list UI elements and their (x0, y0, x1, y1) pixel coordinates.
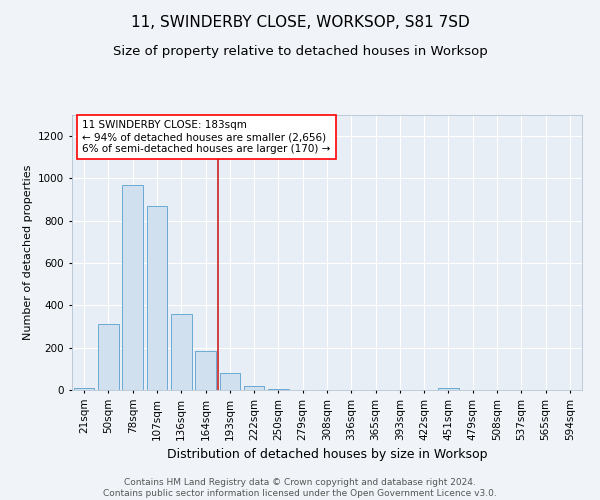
Text: Contains HM Land Registry data © Crown copyright and database right 2024.
Contai: Contains HM Land Registry data © Crown c… (103, 478, 497, 498)
Bar (268, 389, 289, 390)
Bar (98, 324, 119, 390)
Bar (171, 314, 191, 390)
Bar (244, 386, 265, 390)
Text: 11 SWINDERBY CLOSE: 183sqm
← 94% of detached houses are smaller (2,656)
6% of se: 11 SWINDERBY CLOSE: 183sqm ← 94% of deta… (82, 120, 331, 154)
Bar (220, 373, 240, 390)
Text: Size of property relative to detached houses in Worksop: Size of property relative to detached ho… (113, 45, 487, 58)
Bar (438, 388, 459, 390)
Bar (146, 206, 167, 390)
Bar (195, 351, 216, 390)
Bar (122, 185, 143, 390)
X-axis label: Distribution of detached houses by size in Worksop: Distribution of detached houses by size … (167, 448, 487, 461)
Y-axis label: Number of detached properties: Number of detached properties (23, 165, 32, 340)
Text: 11, SWINDERBY CLOSE, WORKSOP, S81 7SD: 11, SWINDERBY CLOSE, WORKSOP, S81 7SD (131, 15, 469, 30)
Bar (74, 388, 94, 390)
